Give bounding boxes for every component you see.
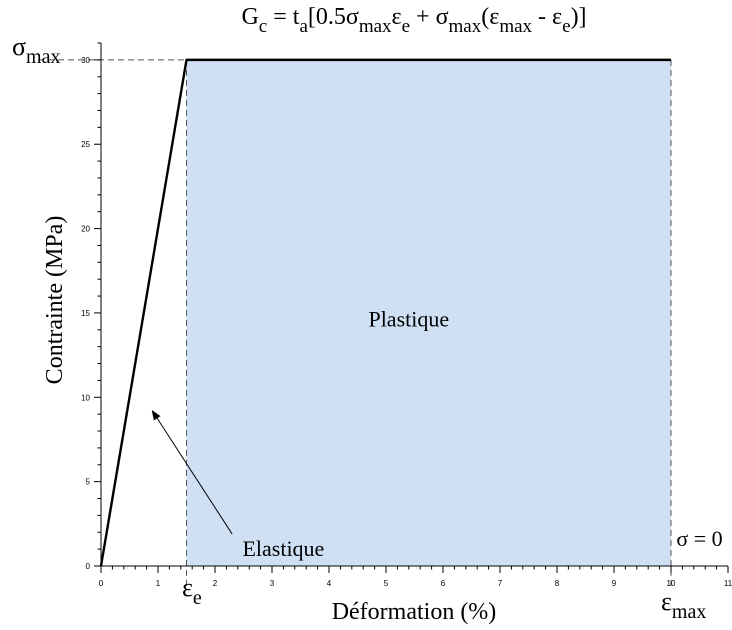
chart-title-part: max [499,16,532,37]
x-tick-label: 5 [384,579,389,588]
y-tick-label: 10 [81,393,90,402]
chart-title: Gc = ta[0.5σmaxεe + σmax(εmax - εe)] [241,4,586,37]
y-tick-label: 5 [86,478,91,487]
x-tick-label: 3 [270,579,275,588]
x-tick-label: 11 [724,579,732,588]
x-tick-label: 2 [213,579,218,588]
elastique-arrow [151,409,233,535]
y-tick-label: 20 [81,225,90,234]
x-tick-label: 7 [498,579,503,588]
epsilon-e-label: εe [182,573,202,609]
plastique-label: Plastique [368,306,449,331]
x-axis-label: Déformation (%) [332,599,497,625]
chart-title-part: )] [571,4,587,30]
sigma-max-label-part: max [26,46,60,68]
y-tick-label: 15 [81,309,90,318]
x-tick-label: 0 [99,579,104,588]
epsilon-e-label-part: e [193,587,202,609]
chart-title-part: max [359,16,392,37]
y-tick-label: 25 [81,140,90,149]
chart-title-part: max [449,16,482,37]
elastique-label: Elastique [242,536,324,561]
chart-title-part: + σ [410,4,449,30]
epsilon-e-label-part: ε [182,573,193,602]
y-tick-label: 30 [81,56,90,65]
epsilon-max-label: εmax [661,587,706,623]
epsilon-max-label-part: max [672,601,706,623]
x-tick-label: 6 [441,579,446,588]
x-tick-label: 10 [667,579,676,588]
chart-title-part: e [562,16,570,37]
y-axis-label: Contrainte (MPa) [42,216,68,385]
plastic-region [186,59,671,566]
chart-title-part: - ε [532,4,562,30]
sigma-max-label: σmax [12,32,60,68]
y-tick-label: 0 [86,562,91,571]
stress-strain-line [99,58,671,567]
chart-title-part: e [402,16,410,37]
chart-title-part: [0.5σ [308,4,359,30]
x-tick-label: 9 [612,579,617,588]
x-tick-label: 8 [555,579,560,588]
x-tick-label: 4 [327,579,332,588]
epsilon-max-label-part: ε [661,587,672,616]
sigma-max-label-part: σ [12,32,26,61]
x-tick-label: 1 [156,579,161,588]
chart-title-part: (ε [481,4,499,30]
chart-title-part: = t [267,4,300,30]
chart-title-part: a [299,16,308,37]
chart-title-part: G [241,4,258,30]
chart-title-part: c [259,16,267,37]
chart-title-part: ε [392,4,402,30]
sigma-zero-label: σ = 0 [676,526,722,551]
